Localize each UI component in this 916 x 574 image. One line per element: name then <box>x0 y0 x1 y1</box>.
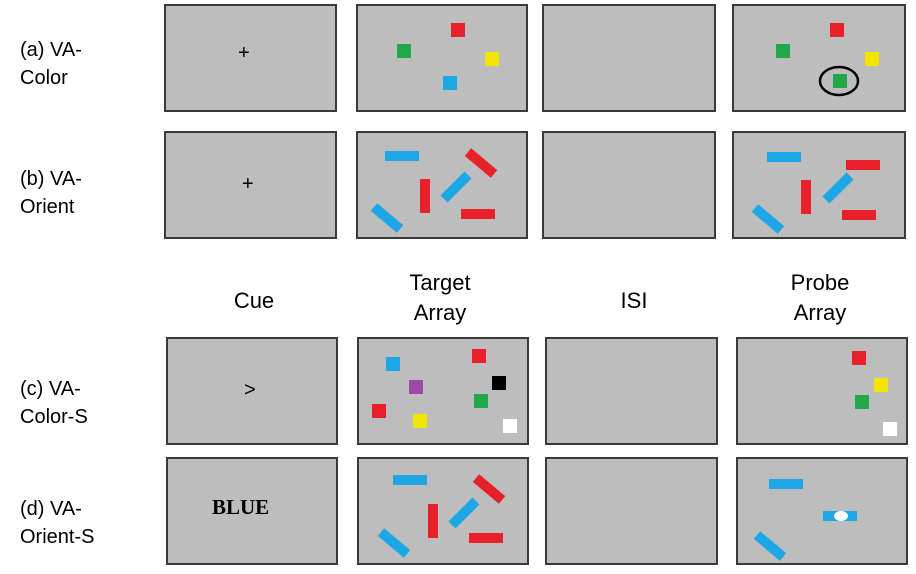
green-square <box>776 44 790 58</box>
column-label-target: Target Array <box>350 268 530 328</box>
word-cue: BLUE <box>212 495 270 519</box>
row-label-c-line1: (c) VA- <box>20 378 81 400</box>
yellow-square <box>413 414 427 428</box>
blue-square <box>386 357 400 371</box>
panel-d-cue: BLUE <box>166 457 338 565</box>
row-label-b-line2: Orient <box>20 196 75 218</box>
yellow-square <box>874 378 888 392</box>
black-square <box>492 376 506 390</box>
red-bar <box>846 160 880 170</box>
blue-square <box>443 76 457 90</box>
red-square <box>830 23 844 37</box>
fixation-cross: + <box>238 42 250 64</box>
red-bar <box>472 474 506 504</box>
red-bar <box>842 210 876 220</box>
column-label-isi: ISI <box>620 288 648 313</box>
red-square <box>372 404 386 418</box>
red-bar <box>461 209 495 219</box>
blue-bar <box>753 531 787 561</box>
column-label-probe-line1: Probe <box>790 270 850 295</box>
panel-a-isi <box>542 4 716 112</box>
blue-bar <box>377 528 411 558</box>
red-square <box>451 23 465 37</box>
white-square <box>883 422 897 436</box>
row-label-b-line1: (b) VA- <box>20 168 82 190</box>
red-bar <box>428 504 438 538</box>
probe-circle <box>818 65 860 97</box>
probe-dot <box>834 511 848 521</box>
arrow-cue: > <box>244 379 256 401</box>
panel-c-probe-array <box>736 337 908 445</box>
panel-b-probe-array <box>732 131 906 239</box>
yellow-square <box>485 52 499 66</box>
probed-green-square <box>833 74 847 88</box>
panel-a-probe-array <box>732 4 906 112</box>
red-bar <box>469 533 503 543</box>
yellow-square <box>865 52 879 66</box>
red-bar <box>464 148 498 178</box>
row-label-d-line1: (d) VA- <box>20 498 82 520</box>
column-label-probe: Probe Array <box>730 268 910 328</box>
column-label-probe-line2: Array <box>793 300 847 325</box>
row-label-a-line2: Color <box>20 67 68 89</box>
blue-bar <box>385 151 419 161</box>
panel-c-target-array <box>357 337 529 445</box>
panel-a-target-array <box>356 4 528 112</box>
blue-bar <box>448 497 480 529</box>
fixation-cross: + <box>242 173 254 195</box>
row-label-b: (b) VA- Orient <box>20 165 82 221</box>
blue-bar <box>822 172 854 204</box>
blue-bar <box>751 204 785 234</box>
white-square <box>503 419 517 433</box>
red-bar <box>801 180 811 214</box>
green-square <box>397 44 411 58</box>
row-label-a-line1: (a) VA- <box>20 39 82 61</box>
red-square <box>472 349 486 363</box>
green-square <box>855 395 869 409</box>
blue-bar <box>767 152 801 162</box>
row-label-c: (c) VA- Color-S <box>20 375 88 431</box>
panel-a-cue: + <box>164 4 337 112</box>
red-square <box>852 351 866 365</box>
row-label-c-line2: Color-S <box>20 406 88 428</box>
blue-bar <box>393 475 427 485</box>
green-square <box>474 394 488 408</box>
panel-b-target-array <box>356 131 528 239</box>
panel-c-isi <box>545 337 718 445</box>
blue-bar <box>370 203 404 233</box>
column-label-target-line1: Target <box>409 270 471 295</box>
panel-b-isi <box>542 131 716 239</box>
panel-d-probe-array <box>736 457 908 565</box>
purple-square <box>409 380 423 394</box>
blue-bar <box>769 479 803 489</box>
blue-bar <box>440 171 472 203</box>
red-bar <box>420 179 430 213</box>
panel-b-cue: + <box>164 131 337 239</box>
panel-c-cue: > <box>166 337 338 445</box>
column-label-cue: Cue <box>233 288 275 313</box>
row-label-d: (d) VA- Orient-S <box>20 495 94 551</box>
panel-d-target-array <box>357 457 529 565</box>
column-label-target-line2: Array <box>413 300 467 325</box>
row-label-d-line2: Orient-S <box>20 526 95 548</box>
panel-d-isi <box>545 457 718 565</box>
row-label-a: (a) VA- Color <box>20 36 82 92</box>
